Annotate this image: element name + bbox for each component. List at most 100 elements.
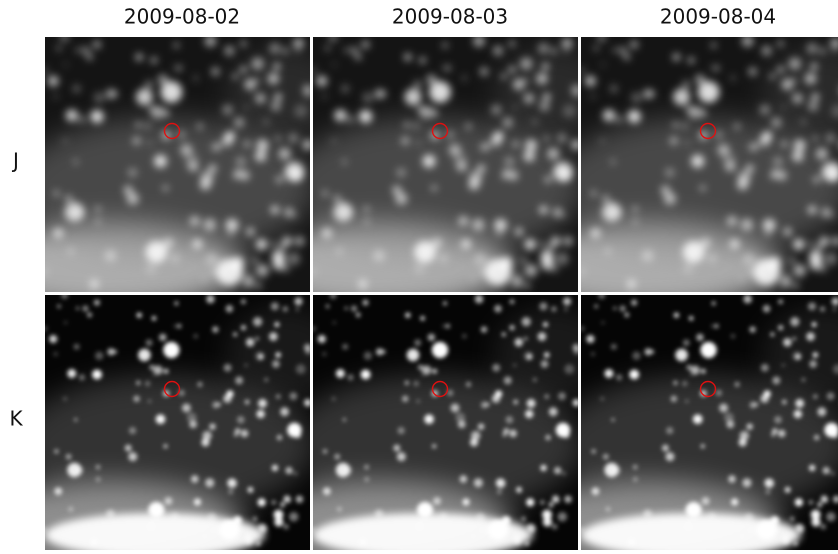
star — [611, 159, 615, 164]
star — [294, 297, 303, 306]
star — [539, 241, 546, 248]
star — [781, 536, 790, 545]
star — [255, 150, 267, 162]
star — [126, 192, 139, 205]
star — [302, 139, 310, 150]
star — [700, 185, 706, 191]
star — [590, 228, 601, 239]
star — [544, 352, 550, 358]
star — [581, 66, 586, 75]
star — [479, 270, 484, 275]
star — [447, 389, 454, 397]
star-field — [581, 37, 838, 289]
star — [748, 142, 758, 152]
star — [362, 299, 369, 306]
star — [275, 135, 282, 142]
star — [148, 501, 165, 519]
star — [547, 243, 555, 251]
star — [474, 295, 484, 304]
star — [817, 502, 823, 508]
column-label: 2009-08-02 — [124, 5, 240, 29]
star — [395, 192, 408, 205]
star — [571, 139, 578, 150]
star — [563, 297, 572, 306]
star — [252, 317, 263, 327]
star — [543, 93, 551, 101]
star — [344, 306, 348, 310]
star — [374, 89, 385, 99]
star — [185, 152, 199, 167]
star — [334, 109, 347, 122]
star — [280, 502, 286, 508]
star — [594, 304, 598, 309]
star — [64, 194, 73, 203]
star — [431, 341, 449, 359]
star — [762, 304, 771, 313]
star — [509, 299, 515, 305]
star — [515, 227, 523, 236]
star — [470, 430, 481, 441]
star — [206, 295, 215, 304]
star — [537, 42, 549, 54]
star — [521, 317, 531, 327]
star — [801, 377, 806, 382]
star — [270, 302, 279, 311]
star — [756, 520, 777, 540]
star — [443, 301, 447, 306]
star — [684, 141, 689, 146]
star — [276, 434, 283, 441]
star — [708, 512, 716, 520]
star — [743, 295, 752, 304]
star — [719, 403, 729, 413]
star — [421, 373, 424, 377]
star — [177, 324, 182, 329]
star — [763, 219, 773, 229]
star — [342, 159, 347, 164]
star — [781, 363, 785, 367]
star — [355, 312, 361, 318]
star — [202, 430, 212, 441]
star — [643, 89, 653, 99]
star — [812, 135, 819, 142]
star — [584, 75, 596, 87]
star — [374, 509, 384, 518]
star — [631, 299, 638, 306]
star — [171, 512, 179, 520]
star — [279, 243, 287, 251]
star — [240, 429, 249, 438]
star — [670, 395, 677, 402]
star — [255, 282, 261, 288]
star — [789, 258, 795, 264]
star — [163, 341, 180, 359]
star — [731, 498, 739, 506]
star — [283, 523, 289, 530]
star — [516, 486, 522, 493]
star — [523, 150, 535, 162]
star — [809, 360, 817, 368]
star — [748, 528, 752, 532]
star — [227, 230, 235, 238]
star — [337, 506, 342, 512]
star — [556, 132, 568, 144]
star — [244, 78, 256, 91]
star — [63, 62, 68, 67]
star — [287, 422, 302, 438]
star — [211, 528, 215, 532]
star — [322, 487, 331, 496]
star — [782, 399, 787, 405]
star — [240, 40, 247, 47]
star — [551, 495, 560, 503]
star — [711, 324, 715, 328]
star — [616, 374, 623, 381]
star — [590, 352, 595, 357]
image-panel — [45, 37, 310, 292]
star — [508, 170, 519, 181]
star — [819, 306, 826, 312]
target-marker — [431, 122, 449, 140]
star — [180, 143, 193, 156]
star — [726, 216, 737, 227]
star — [256, 409, 265, 419]
star — [258, 398, 267, 408]
star — [476, 164, 486, 173]
star — [201, 438, 210, 447]
